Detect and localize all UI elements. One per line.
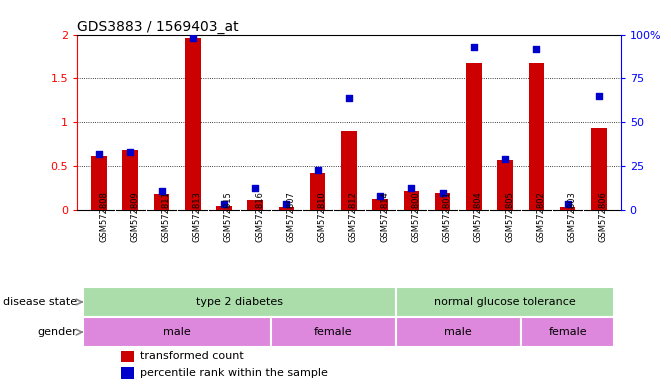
Text: GSM572810: GSM572810 [317,191,327,242]
Bar [403,191,419,210]
Text: GSM572811: GSM572811 [162,191,170,242]
Text: GSM572808: GSM572808 [99,191,108,242]
Text: GSM572813: GSM572813 [193,191,202,242]
Bar [396,287,615,317]
Bar [560,207,576,210]
Text: GSM572816: GSM572816 [255,191,264,242]
Text: type 2 diabetes: type 2 diabetes [196,297,283,307]
Point [219,201,229,207]
Point [344,95,354,101]
Text: female: female [314,327,353,337]
Point [531,46,541,52]
Bar [83,287,396,317]
Text: GSM572802: GSM572802 [536,191,546,242]
Text: GSM572807: GSM572807 [287,191,295,242]
Bar [466,63,482,210]
Bar [591,129,607,210]
Text: normal glucose tolerance: normal glucose tolerance [434,297,576,307]
Text: GSM572809: GSM572809 [130,191,140,242]
Bar [121,367,134,379]
Text: GSM572815: GSM572815 [224,191,233,242]
Bar [154,194,169,210]
Bar [83,317,271,347]
Text: GSM572806: GSM572806 [599,191,608,242]
Bar [185,38,201,210]
Bar [521,317,615,347]
Point [468,44,479,50]
Bar [121,351,134,362]
Bar [123,151,138,210]
Text: GSM572814: GSM572814 [380,191,389,242]
Text: GSM572801: GSM572801 [443,191,452,242]
Point [250,185,260,191]
Bar [271,317,396,347]
Text: GSM572805: GSM572805 [505,191,514,242]
Point [187,35,198,41]
Bar [310,173,325,210]
Bar [216,206,231,210]
Text: transformed count: transformed count [140,351,244,361]
Text: GDS3883 / 1569403_at: GDS3883 / 1569403_at [77,20,239,33]
Point [125,149,136,155]
Text: male: male [444,327,472,337]
Bar [396,317,521,347]
Bar [248,200,263,210]
Point [375,193,386,199]
Bar [435,192,450,210]
Bar [278,207,295,210]
Bar [341,131,357,210]
Point [312,167,323,173]
Point [156,188,167,194]
Point [406,185,417,191]
Text: disease state: disease state [3,297,77,307]
Text: GSM572804: GSM572804 [474,191,483,242]
Text: gender: gender [38,327,77,337]
Bar [372,199,388,210]
Point [281,201,292,207]
Text: GSM572800: GSM572800 [411,191,421,242]
Point [94,151,105,157]
Point [500,156,511,162]
Text: female: female [548,327,587,337]
Bar [91,156,107,210]
Text: male: male [163,327,191,337]
Bar [497,160,513,210]
Bar [529,63,544,210]
Text: percentile rank within the sample: percentile rank within the sample [140,368,327,378]
Text: GSM572803: GSM572803 [568,191,576,242]
Text: GSM572812: GSM572812 [349,191,358,242]
Point [593,93,604,99]
Point [437,189,448,195]
Point [562,201,573,207]
